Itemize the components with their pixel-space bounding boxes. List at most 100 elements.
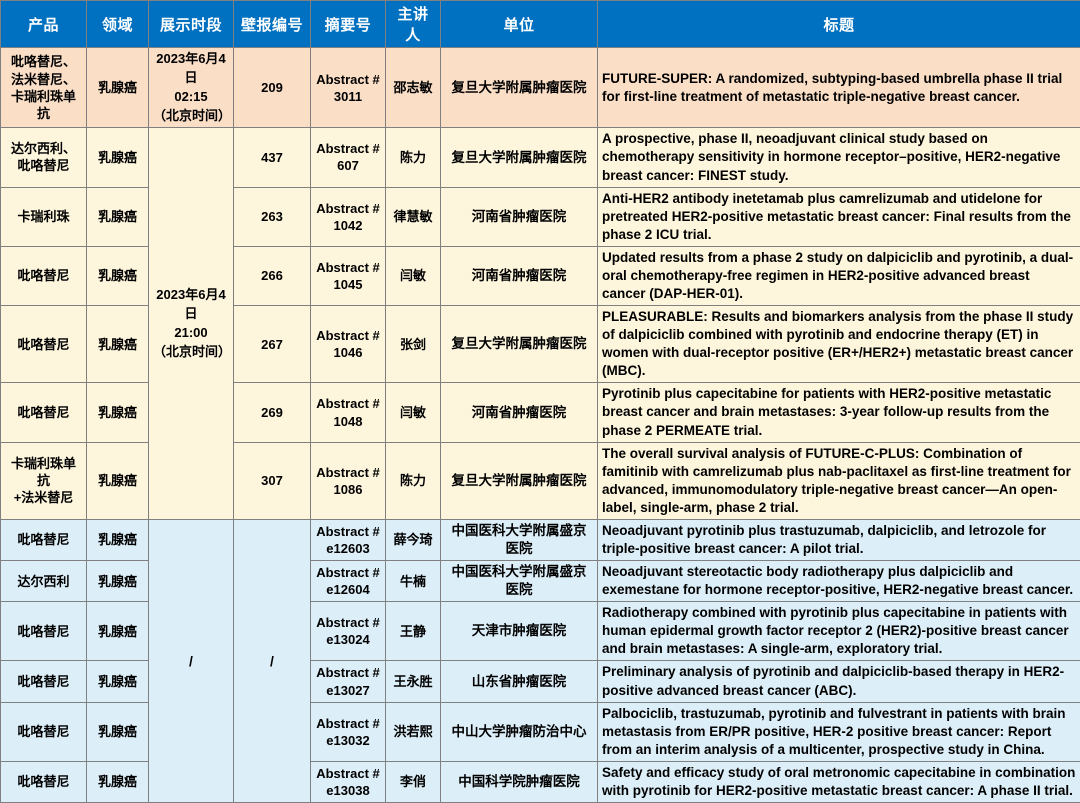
- cell-product: 吡咯替尼、 法米替尼、 卡瑞利珠单抗: [1, 48, 87, 128]
- cell-product: 达尔西利: [1, 561, 87, 602]
- cell-product: 吡咯替尼: [1, 246, 87, 305]
- cell-org: 中山大学肿瘤防治中心: [441, 702, 598, 761]
- abstract-label: Abstract #: [316, 201, 380, 216]
- cell-poster: 267: [234, 306, 311, 383]
- cell-poster: 437: [234, 128, 311, 187]
- abstract-label: Abstract #: [316, 72, 380, 87]
- cell-abstract: Abstract # 607: [311, 128, 386, 187]
- abstract-label: Abstract #: [316, 524, 380, 539]
- cell-title: Radiotherapy combined with pyrotinib plu…: [598, 602, 1080, 661]
- cell-field: 乳腺癌: [87, 306, 149, 383]
- cell-field: 乳腺癌: [87, 561, 149, 602]
- table-body: 吡咯替尼、 法米替尼、 卡瑞利珠单抗 乳腺癌 2023年6月4日 02:15 （…: [1, 48, 1080, 803]
- abstract-number: e12604: [326, 582, 369, 597]
- column-header-field: 领域: [87, 1, 149, 48]
- abstract-number: 3011: [334, 89, 362, 104]
- cell-org: 复旦大学附属肿瘤医院: [441, 48, 598, 128]
- abstract-number: e13027: [326, 683, 369, 698]
- abstract-label: Abstract #: [316, 766, 380, 781]
- cell-product: 卡瑞利珠单抗 +法米替尼: [1, 442, 87, 519]
- cell-org: 河南省肿瘤医院: [441, 383, 598, 442]
- cell-speaker: 陈力: [386, 442, 441, 519]
- header-row: 产品 领域 展示时段 壁报编号 摘要号 主讲人 单位 标题: [1, 1, 1080, 48]
- cell-speaker: 王静: [386, 602, 441, 661]
- cell-abstract: Abstract # e12603: [311, 519, 386, 560]
- cell-title: Pyrotinib plus capecitabine for patients…: [598, 383, 1080, 442]
- cell-poster: 269: [234, 383, 311, 442]
- abstract-number: 607: [337, 158, 359, 173]
- cell-abstract: Abstract # e13032: [311, 702, 386, 761]
- slot-line: （北京时间）: [153, 108, 231, 123]
- cell-title: FUTURE-SUPER: A randomized, subtyping-ba…: [598, 48, 1080, 128]
- cell-speaker: 邵志敏: [386, 48, 441, 128]
- column-header-title: 标题: [598, 1, 1080, 48]
- product-line: 法米替尼、: [11, 72, 76, 87]
- cell-speaker: 陈力: [386, 128, 441, 187]
- abstract-number: 1045: [334, 277, 363, 292]
- cell-field: 乳腺癌: [87, 246, 149, 305]
- cell-speaker: 律慧敏: [386, 187, 441, 246]
- product-line: +法米替尼: [14, 490, 74, 505]
- cell-title: Palbociclib, trastuzumab, pyrotinib and …: [598, 702, 1080, 761]
- abstract-number: e13032: [326, 733, 369, 748]
- cell-title: Neoadjuvant pyrotinib plus trastuzumab, …: [598, 519, 1080, 560]
- cell-speaker: 李俏: [386, 761, 441, 802]
- cell-field: 乳腺癌: [87, 702, 149, 761]
- cell-org: 河南省肿瘤医院: [441, 187, 598, 246]
- cell-slot-merged: 2023年6月4日 21:00 （北京时间）: [149, 128, 234, 520]
- cell-abstract: Abstract # 3011: [311, 48, 386, 128]
- cell-speaker: 闫敏: [386, 383, 441, 442]
- abstract-label: Abstract #: [316, 615, 380, 630]
- cell-field: 乳腺癌: [87, 48, 149, 128]
- product-line: 卡瑞利珠单抗: [11, 89, 76, 121]
- slot-line: （北京时间）: [153, 344, 231, 359]
- column-header-speaker: 主讲人: [386, 1, 441, 48]
- cell-product: 吡咯替尼: [1, 602, 87, 661]
- abstract-label: Abstract #: [316, 665, 380, 680]
- abstract-number: e12603: [326, 541, 369, 556]
- cell-abstract: Abstract # 1042: [311, 187, 386, 246]
- cell-poster: 266: [234, 246, 311, 305]
- cell-org: 复旦大学附属肿瘤医院: [441, 128, 598, 187]
- cell-product: 吡咯替尼: [1, 519, 87, 560]
- cell-speaker: 洪若熙: [386, 702, 441, 761]
- cell-title: Anti-HER2 antibody inetetamab plus camre…: [598, 187, 1080, 246]
- cell-abstract: Abstract # 1046: [311, 306, 386, 383]
- column-header-abstract: 摘要号: [311, 1, 386, 48]
- slot-line: 02:15: [174, 89, 207, 104]
- slot-line: 2023年6月4日: [156, 287, 225, 321]
- column-header-org: 单位: [441, 1, 598, 48]
- abstract-label: Abstract #: [316, 396, 380, 411]
- cell-field: 乳腺癌: [87, 519, 149, 560]
- cell-field: 乳腺癌: [87, 187, 149, 246]
- product-line: 吡咯替尼: [17, 158, 69, 173]
- cell-slot-merged-slash: /: [149, 519, 234, 802]
- table-row: 吡咯替尼 乳腺癌 / / Abstract # e12603 薛今琦 中国医科大…: [1, 519, 1080, 560]
- abstract-number: e13038: [326, 783, 369, 798]
- cell-title: PLEASURABLE: Results and biomarkers anal…: [598, 306, 1080, 383]
- cell-org: 天津市肿瘤医院: [441, 602, 598, 661]
- cell-field: 乳腺癌: [87, 128, 149, 187]
- cell-field: 乳腺癌: [87, 602, 149, 661]
- abstract-label: Abstract #: [316, 716, 380, 731]
- slot-line: 2023年6月4日: [156, 51, 225, 85]
- abstract-number: 1042: [334, 218, 363, 233]
- abstract-number: 1046: [334, 345, 363, 360]
- cell-field: 乳腺癌: [87, 761, 149, 802]
- cell-field: 乳腺癌: [87, 442, 149, 519]
- abstract-label: Abstract #: [316, 260, 380, 275]
- cell-abstract: Abstract # 1086: [311, 442, 386, 519]
- cell-speaker: 薛今琦: [386, 519, 441, 560]
- cell-product: 吡咯替尼: [1, 761, 87, 802]
- cell-title: The overall survival analysis of FUTURE-…: [598, 442, 1080, 519]
- table-row: 达尔西利、 吡咯替尼 乳腺癌 2023年6月4日 21:00 （北京时间） 43…: [1, 128, 1080, 187]
- cell-product: 吡咯替尼: [1, 702, 87, 761]
- cell-title: Updated results from a phase 2 study on …: [598, 246, 1080, 305]
- product-line: 吡咯替尼、: [11, 54, 76, 69]
- cell-abstract: Abstract # 1045: [311, 246, 386, 305]
- cell-org: 中国科学院肿瘤医院: [441, 761, 598, 802]
- cell-product: 吡咯替尼: [1, 306, 87, 383]
- cell-org: 复旦大学附属肿瘤医院: [441, 306, 598, 383]
- cell-title: A prospective, phase II, neoadjuvant cli…: [598, 128, 1080, 187]
- abstract-label: Abstract #: [316, 465, 380, 480]
